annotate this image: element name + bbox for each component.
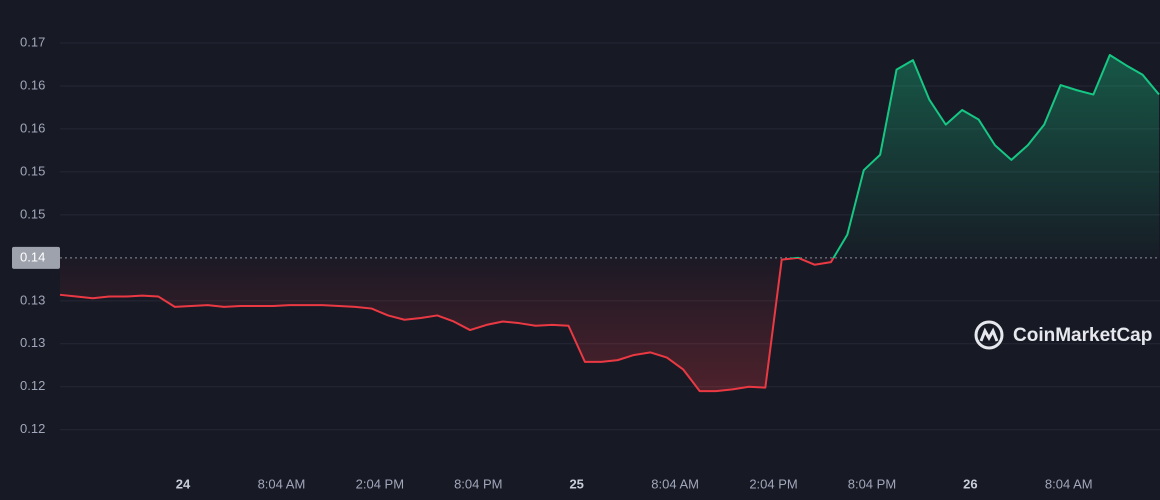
y-tick-label: 0.16 bbox=[20, 120, 45, 135]
labels: 0.12 0.12 0.13 0.13 0.15 0.15 0.16 0.16 0.17 24 8:… bbox=[12, 34, 1093, 491]
plot bbox=[59, 54, 1160, 393]
watermark-text: CoinMarketCap bbox=[1013, 325, 1152, 346]
x-tick-label: 26 bbox=[963, 476, 977, 491]
y-tick-label: 0.13 bbox=[20, 292, 45, 307]
x-tick-label: 24 bbox=[176, 476, 191, 491]
x-tick-label: 8:04 PM bbox=[848, 476, 896, 491]
price-area bbox=[60, 55, 1159, 392]
baseline-label: 0.14 bbox=[20, 249, 45, 264]
baseline-label-box bbox=[12, 246, 60, 269]
watermark-logo bbox=[979, 327, 999, 342]
x-tick-label: 8:04 AM bbox=[1045, 476, 1093, 491]
y-tick-label: 0.12 bbox=[20, 421, 45, 436]
y-tick-label: 0.15 bbox=[20, 206, 45, 221]
y-tick-label: 0.12 bbox=[20, 378, 45, 393]
watermark-logo bbox=[974, 320, 1004, 350]
x-tick-label: 25 bbox=[569, 476, 583, 491]
x-tick-label: 8:04 AM bbox=[651, 476, 699, 491]
y-tick-label: 0.13 bbox=[20, 335, 45, 350]
y-tick-label: 0.15 bbox=[20, 163, 45, 178]
y-tick-label: 0.17 bbox=[20, 34, 45, 49]
price-line bbox=[59, 54, 1160, 393]
x-tick-label: 8:04 AM bbox=[258, 476, 306, 491]
y-tick-label: 0.16 bbox=[20, 77, 45, 92]
x-tick-label: 8:04 PM bbox=[454, 476, 502, 491]
x-tick-label: 2:04 PM bbox=[749, 476, 797, 491]
x-tick-label: 2:04 PM bbox=[356, 476, 404, 491]
watermark: CoinMarketCap bbox=[974, 320, 1152, 350]
